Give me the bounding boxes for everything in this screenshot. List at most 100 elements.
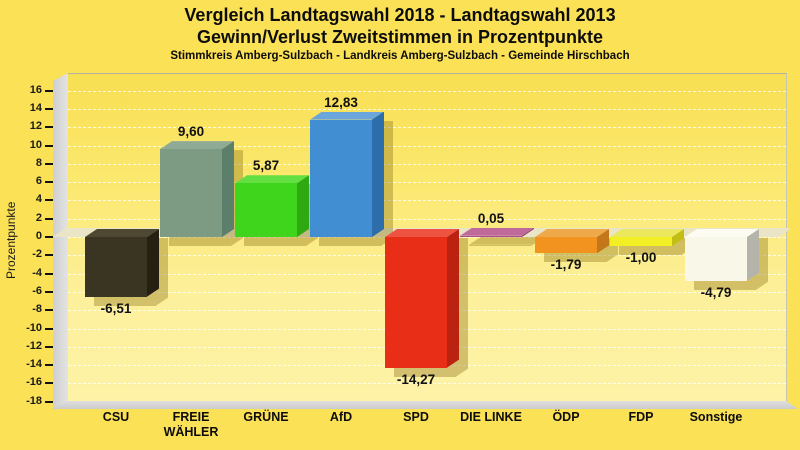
gridline [68,90,786,92]
y-tick-mark [45,272,53,275]
bar-side-face [447,229,459,368]
value-label-ödp: -1,79 [550,257,582,273]
chart-title-line2: Gewinn/Verlust Zweitstimmen in Prozentpu… [196,27,604,47]
axis-floor-3d [53,401,798,409]
y-tick-mark [45,181,53,184]
y-tick-label: -2 [32,248,42,261]
gridline [68,218,786,220]
y-tick-mark [45,254,53,257]
y-tick-label: -8 [32,303,42,316]
bar-front-face [160,149,222,237]
bar-top-face [685,229,759,237]
bar-afd [310,112,384,237]
bar-ödp [535,229,609,254]
y-tick-label: 0 [35,230,42,242]
bar-front-face [460,235,522,237]
bar-front-face [310,119,372,237]
y-tick-label: 12 [29,120,42,133]
bar-top-face [610,229,684,237]
chart-subtitle: Stimmkreis Amberg-Sulzbach - Landkreis A… [170,50,630,62]
bar-top-face [310,112,384,120]
bar-front-face [385,237,447,368]
y-tick-mark [45,217,53,220]
value-label-csu: -6,51 [100,300,132,316]
x-axis-label-die-linke: DIE LINKE [460,410,522,424]
value-label-sonstige: -4,79 [700,284,732,300]
bar-side-face [597,229,609,253]
y-tick-mark [45,290,53,293]
bar-top-face [235,175,309,183]
bar-front-face [235,183,297,237]
x-axis-label-sonstige: Sonstige [689,410,743,424]
bar-side-face [297,175,309,237]
bar-grüne [235,175,309,237]
y-tick-label: 6 [35,175,42,188]
y-tick-mark [45,400,53,403]
y-tick-mark [45,327,53,330]
bar-top-face [160,141,234,149]
y-tick-mark [45,162,53,165]
x-axis-label-ödp: ÖDP [552,410,580,424]
bar-fdp [610,229,684,247]
x-axis-label-freie-wähler: FREIE WÄHLER [163,410,219,439]
gridline [68,145,786,147]
y-tick-mark [45,107,53,110]
bar-sonstige [685,229,759,281]
x-axis-label-afd: AfD [329,410,353,424]
gridline [68,200,786,202]
y-tick-label: 10 [29,138,42,151]
x-axis-label-csu: CSU [102,410,130,424]
x-axis-label-fdp: FDP [628,410,654,424]
bar-top-face [85,229,159,237]
y-tick-mark [45,345,53,348]
y-tick-mark [45,144,53,147]
y-axis-title: Prozentpunkte [4,201,18,279]
y-tick-mark [45,236,53,238]
axis-wall-3d [53,73,68,411]
bar-csu [85,229,159,297]
y-tick-mark [45,382,53,385]
bar-spd [385,229,459,368]
value-label-fdp: -1,00 [625,250,657,266]
y-tick-label: -6 [32,284,42,297]
bar-die-linke [460,228,534,237]
y-tick-label: -12 [26,339,42,352]
gridline [68,127,786,129]
y-tick-label: -18 [26,394,42,407]
y-tick-label: 8 [35,156,42,169]
y-tick-label: -14 [26,358,42,371]
y-tick-label: -16 [26,376,42,389]
gridline [68,108,786,110]
y-tick-mark [45,364,53,367]
value-label-grüne: 5,87 [252,158,280,174]
gridline [68,163,786,165]
value-label-spd: -14,27 [396,371,436,387]
y-tick-label: -10 [26,321,42,334]
y-tick-label: -4 [32,266,42,279]
x-axis-label-grüne: GRÜNE [243,410,289,424]
bar-front-face [535,237,597,254]
x-axis-label-spd: SPD [403,410,429,424]
bar-side-face [372,112,384,237]
y-tick-label: 2 [35,211,42,224]
value-label-afd: 12,83 [324,94,358,110]
value-label-freie-wähler: 9,60 [177,124,205,140]
bar-front-face [610,237,672,247]
bar-side-face [222,141,234,237]
gridline [68,182,786,184]
chart-title-line1: Vergleich Landtagswahl 2018 - Landtagswa… [184,5,616,25]
bar-top-face [460,228,534,236]
bar-freie-wähler [160,141,234,237]
bar-top-face [385,229,459,237]
bar-side-face [522,228,534,237]
y-tick-mark [45,309,53,312]
bar-front-face [85,237,147,297]
y-tick-mark [45,126,53,129]
y-tick-label: 16 [29,83,42,96]
y-tick-mark [45,89,53,92]
value-label-die-linke: 0,05 [477,210,505,226]
y-tick-mark [45,199,53,202]
y-tick-label: 14 [29,101,42,114]
bar-side-face [747,229,759,281]
